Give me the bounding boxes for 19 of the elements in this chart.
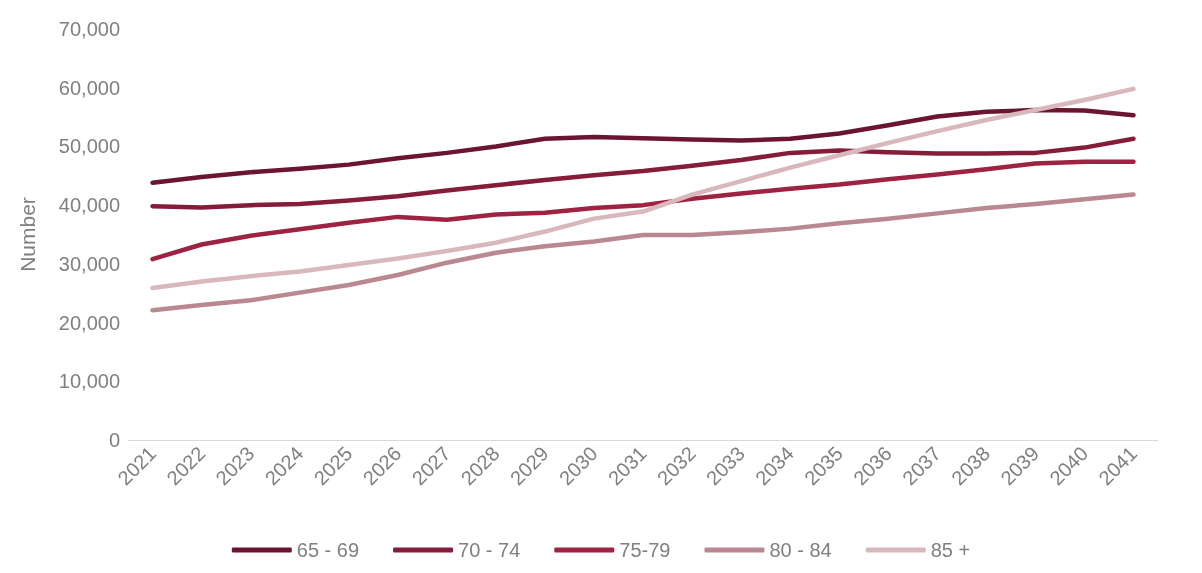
legend-label: 70 - 74 <box>458 539 521 561</box>
line-series <box>150 86 1136 291</box>
y-tick-label: 40,000 <box>58 194 120 217</box>
y-tick-label: 0 <box>108 429 120 451</box>
line-series <box>150 159 1136 262</box>
legend-label: 80 - 84 <box>769 539 832 561</box>
line-series <box>150 192 1136 313</box>
y-axis-title: Number <box>16 197 39 272</box>
line-series <box>150 107 1136 186</box>
legend-label: 65 - 69 <box>296 539 360 561</box>
y-tick-label: 50,000 <box>58 135 120 158</box>
y-tick-label: 20,000 <box>58 311 120 334</box>
legend-label: 75-79 <box>619 539 671 561</box>
y-tick-label: 30,000 <box>58 252 120 275</box>
y-tick-label: 60,000 <box>58 76 120 99</box>
legend-label: 85 + <box>930 539 971 561</box>
y-tick-label: 70,000 <box>58 18 120 40</box>
line-series <box>150 136 1136 210</box>
y-tick-label: 10,000 <box>58 370 120 393</box>
